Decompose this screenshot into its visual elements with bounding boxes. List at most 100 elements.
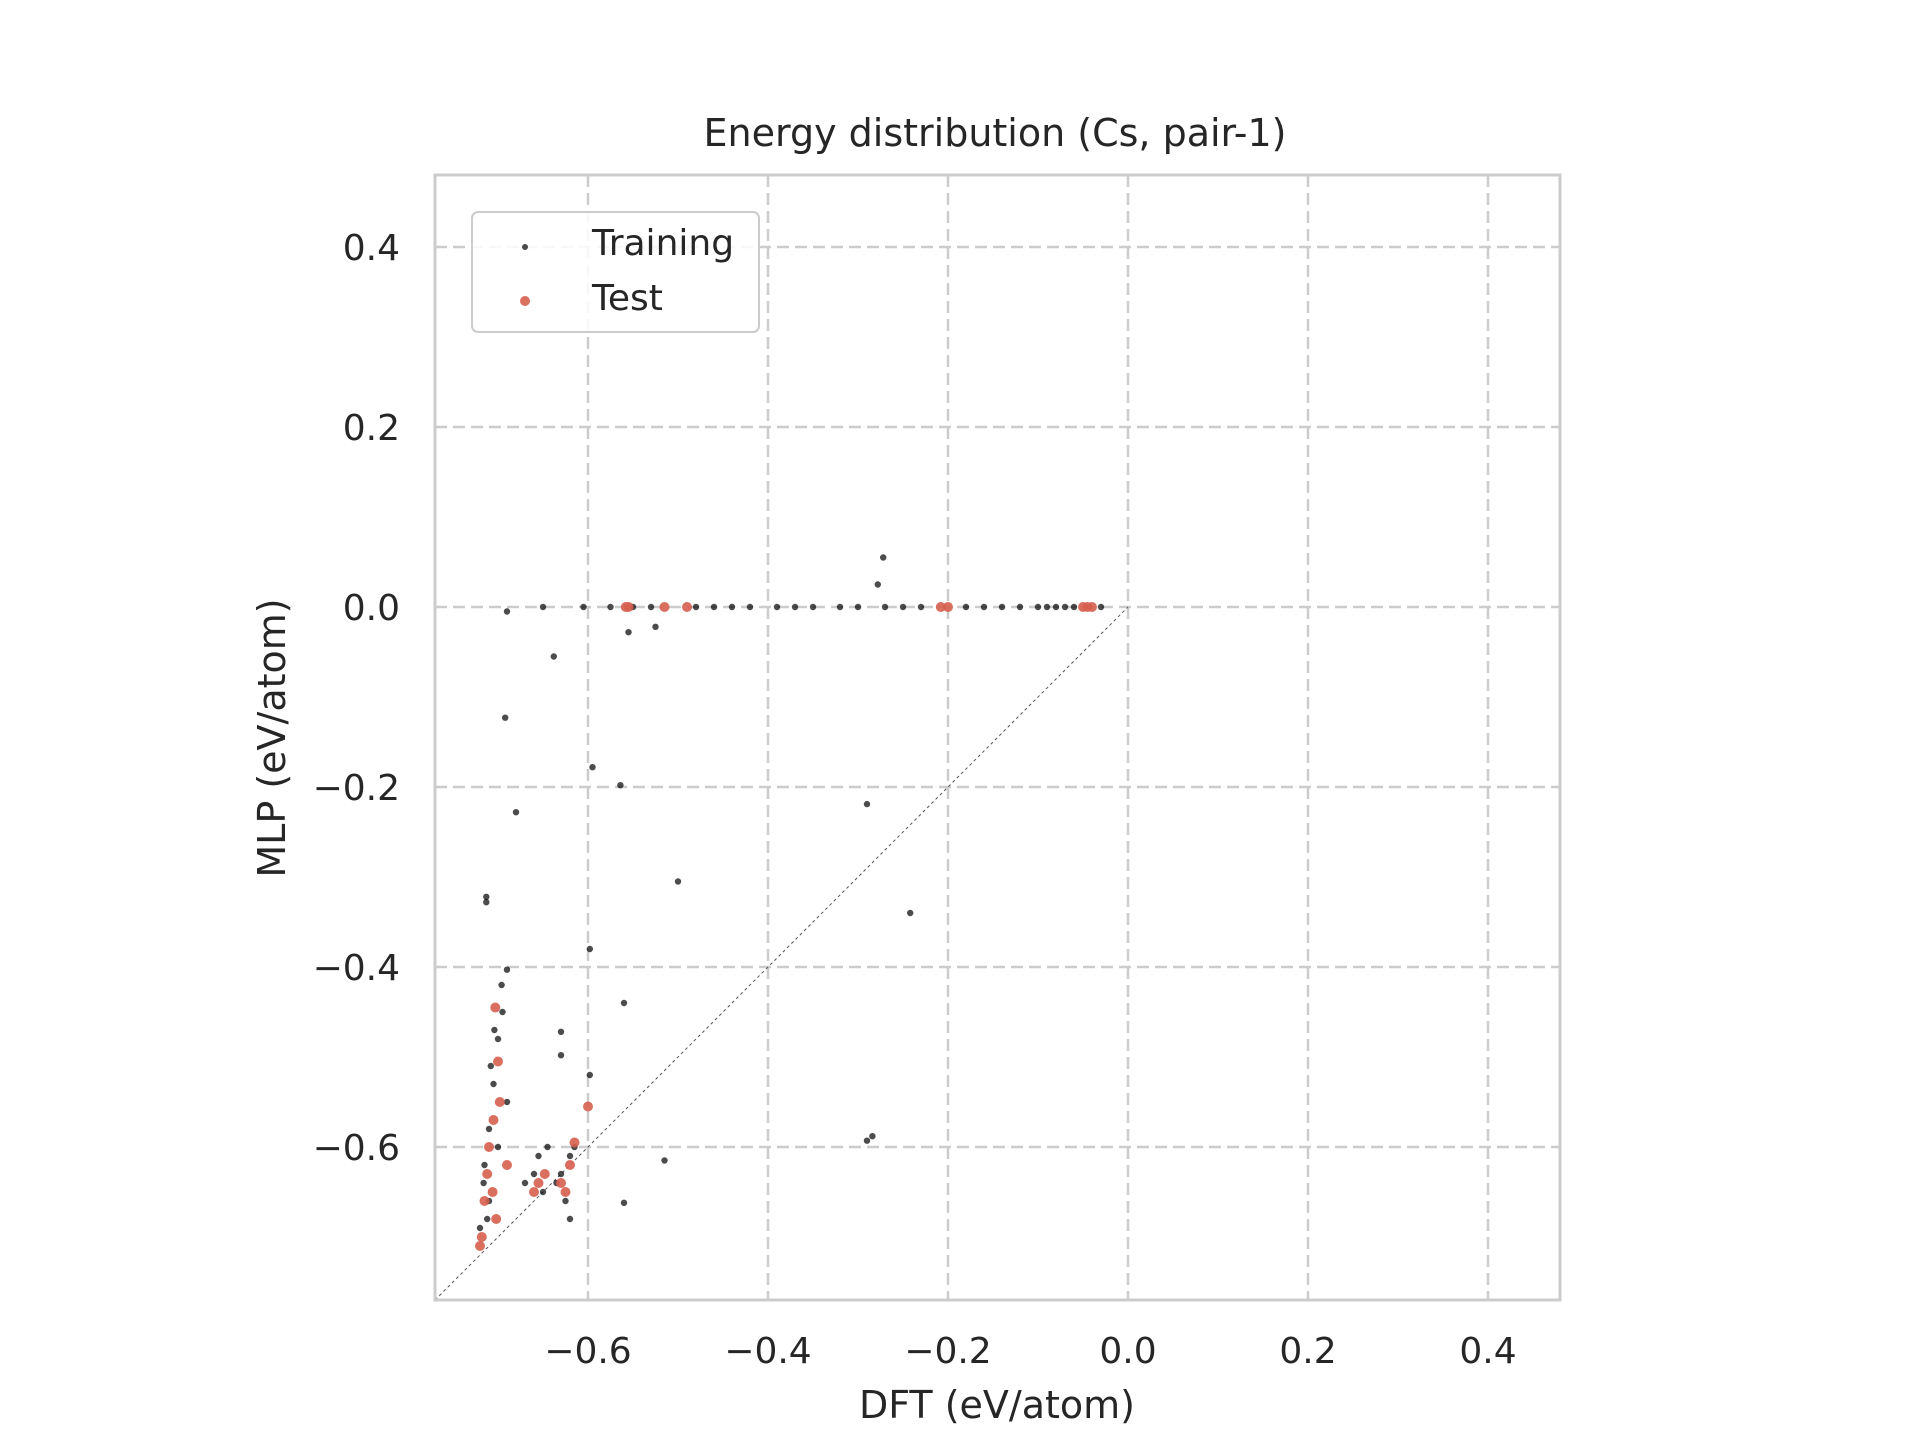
test-point — [583, 1101, 593, 1112]
training-point — [566, 1215, 574, 1223]
x-tick-label: 0.0 — [1099, 1331, 1156, 1372]
training-point — [661, 1157, 668, 1164]
training-point — [490, 1080, 497, 1088]
y-tick-labels: −0.6 −0.4 −0.2 0.0 0.2 0.4 — [313, 228, 400, 1169]
training-point — [535, 1152, 542, 1160]
training-point — [487, 1062, 494, 1070]
y-tick-label: 0.4 — [343, 228, 400, 269]
y-tick-label: −0.2 — [313, 768, 400, 809]
training-point — [652, 623, 659, 630]
x-tick-label: −0.6 — [544, 1331, 631, 1372]
training-point — [710, 603, 718, 611]
training-point — [580, 603, 587, 611]
test-point — [1087, 602, 1097, 612]
training-point — [863, 1137, 871, 1144]
training-point — [502, 714, 509, 721]
y-tick-label: 0.2 — [343, 408, 400, 449]
training-point — [483, 893, 490, 900]
test-point — [682, 602, 692, 612]
training-point — [494, 1035, 502, 1043]
training-point — [647, 603, 655, 611]
training-point — [836, 603, 844, 611]
test-point — [935, 602, 946, 612]
test-point — [490, 1002, 501, 1013]
x-tick-labels: −0.6 −0.4 −0.2 0.0 0.2 0.4 — [544, 1331, 1516, 1372]
test-point — [488, 1115, 499, 1125]
training-point — [491, 1026, 498, 1034]
y-tick-label: −0.4 — [313, 948, 400, 989]
training-point — [1070, 603, 1078, 611]
test-point — [529, 1187, 539, 1197]
y-axis-label: MLP (eV/atom) — [250, 598, 294, 877]
test-point — [491, 1214, 502, 1224]
legend-training-label: Training — [591, 223, 734, 264]
test-series — [475, 602, 1097, 1251]
training-point — [530, 1170, 538, 1178]
training-point — [674, 878, 682, 885]
test-point — [493, 1056, 503, 1067]
training-point — [566, 1152, 574, 1160]
training-point — [521, 1179, 529, 1187]
training-point — [625, 629, 632, 636]
training-point — [503, 966, 511, 973]
training-point — [494, 1143, 502, 1151]
test-point — [482, 1169, 493, 1179]
training-point — [773, 603, 781, 611]
test-point — [484, 1142, 494, 1152]
x-gridlines — [586, 175, 1490, 1300]
x-tick-label: −0.2 — [904, 1331, 991, 1372]
training-point — [980, 603, 988, 611]
training-point — [728, 603, 736, 611]
training-point — [557, 1028, 565, 1036]
test-point — [502, 1160, 512, 1170]
test-point — [494, 1097, 505, 1107]
test-point — [539, 1169, 550, 1179]
x-tick-label: 0.4 — [1459, 1331, 1516, 1372]
training-point — [746, 603, 754, 611]
chart-title: Energy distribution (Cs, pair-1) — [704, 111, 1287, 155]
training-point — [869, 1133, 876, 1140]
training-point — [512, 809, 520, 816]
training-point — [544, 1143, 551, 1151]
training-point — [481, 1161, 488, 1169]
training-point — [586, 1071, 593, 1079]
x-tick-label: 0.2 — [1279, 1331, 1336, 1372]
training-point — [880, 554, 887, 561]
legend-box — [471, 211, 760, 333]
training-point — [483, 899, 490, 906]
test-point — [487, 1187, 498, 1197]
training-point — [1061, 603, 1069, 611]
training-point — [550, 653, 557, 660]
test-point — [565, 1160, 575, 1170]
reference-diagonal-line — [434, 606, 1129, 1301]
test-point — [569, 1137, 580, 1148]
training-point — [499, 1008, 506, 1016]
plot-background — [435, 175, 1560, 1300]
training-point — [589, 764, 596, 771]
legend-test-label: Test — [591, 278, 663, 319]
training-point — [809, 603, 817, 611]
training-point — [484, 1215, 491, 1223]
training-point — [480, 1179, 487, 1187]
training-point — [557, 1170, 565, 1178]
test-point — [560, 1187, 571, 1197]
training-point — [881, 603, 889, 611]
training-point — [1052, 603, 1060, 611]
test-point — [659, 602, 670, 612]
training-point — [907, 909, 914, 917]
x-tick-label: −0.4 — [724, 1331, 811, 1372]
test-point — [479, 1196, 490, 1206]
test-point — [943, 602, 953, 612]
training-point — [562, 1197, 569, 1205]
training-point — [874, 581, 881, 588]
test-point — [476, 1232, 487, 1242]
training-point — [917, 603, 925, 611]
training-point — [498, 981, 505, 989]
x-axis-label: DFT (eV/atom) — [859, 1383, 1135, 1427]
training-point — [485, 1125, 493, 1133]
training-point — [1097, 603, 1105, 611]
training-point — [1034, 603, 1042, 611]
training-point — [620, 999, 628, 1007]
training-point — [503, 1098, 511, 1106]
training-point — [607, 603, 614, 611]
